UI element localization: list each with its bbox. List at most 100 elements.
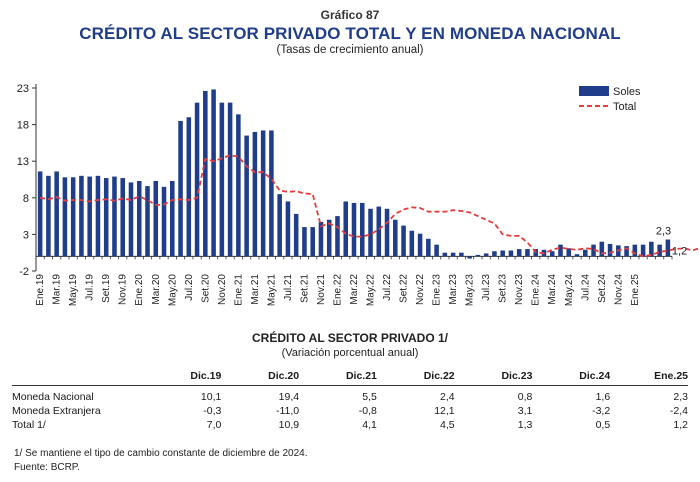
bar-soles [285, 201, 291, 257]
table-header-cell: Dic.19 [190, 370, 222, 382]
table-title: CRÉDITO AL SECTOR PRIVADO 1/ [251, 331, 449, 345]
table-cell: 2,3 [673, 391, 688, 403]
x-tick-label: Jul.23 [481, 274, 492, 301]
x-tick-label: Jul.21 [283, 274, 294, 301]
x-tick-label: Set.20 [200, 274, 211, 303]
bar-soles [649, 241, 654, 257]
y-tick-label: 18 [17, 120, 29, 132]
x-tick-label: Nov.19 [118, 274, 129, 305]
table-subtitle: (Variación porcentual anual) [281, 347, 419, 359]
chart-kicker: Gráfico 87 [320, 8, 380, 22]
x-tick-label: Ene.22 [332, 274, 343, 306]
credit-growth-chart: -2 3 8 13 18 23 Ene.19 Mar.19 May.19 Jul.19 Set.19… [17, 83, 700, 306]
bar-soles [219, 102, 225, 257]
bar-soles [343, 201, 349, 257]
table-header-cell: Dic.24 [579, 370, 611, 382]
table-cell: 7,0 [206, 419, 222, 431]
x-tick-label: Set.21 [299, 274, 310, 303]
x-tick-label: May.19 [68, 274, 79, 306]
bar-soles [103, 178, 109, 257]
x-tick-label: Jul.19 [85, 274, 96, 301]
bar-soles [599, 241, 605, 257]
table-cell: 1,3 [517, 419, 533, 431]
bar-soles [417, 233, 423, 257]
table-cell: 1,2 [673, 419, 688, 431]
bar-soles [475, 254, 481, 257]
x-tick-label: Ene.20 [134, 274, 145, 306]
x-tick-label: Mar.22 [349, 274, 360, 305]
x-tick-label: Ene.23 [432, 274, 443, 306]
x-tick-label: Set.22 [399, 274, 410, 303]
bar-soles [665, 239, 671, 257]
table-cell: 10,1 [200, 391, 222, 403]
x-tick-label: Ene.19 [35, 274, 46, 306]
bar-soles [434, 244, 439, 257]
bar-soles [186, 117, 192, 257]
bar-soles [194, 102, 200, 257]
table-cell: -11,0 [275, 405, 300, 417]
bar-soles [128, 182, 134, 257]
x-tick-label: Nov.21 [316, 274, 327, 305]
x-tick-label: Mar.21 [250, 274, 261, 305]
chart-subtitle: (Tasas de crecimiento anual) [276, 44, 424, 56]
bar-soles [227, 102, 233, 257]
x-tick-label: Ene.24 [531, 274, 542, 306]
table-cell: 1,6 [595, 391, 611, 403]
bar-soles [516, 249, 522, 257]
table-row: Moneda Extranjera -0,3 -11,0 -0,8 12,1 3… [12, 404, 688, 418]
x-tick-label: Nov.24 [613, 274, 624, 305]
bar-soles [640, 244, 646, 257]
bar-soles [145, 186, 150, 257]
table-cell: 2,4 [440, 391, 455, 403]
bar-soles [260, 130, 266, 257]
bar-soles [384, 208, 390, 257]
bar-soles [558, 244, 563, 257]
bar-soles [203, 90, 208, 257]
bar-soles [236, 114, 241, 257]
y-tick-label: -2 [19, 266, 29, 278]
bar-soles [500, 250, 505, 257]
x-tick-label: May.20 [167, 274, 178, 306]
bar-soles [70, 177, 76, 257]
bar-soles [244, 135, 249, 257]
bar-soles [79, 175, 84, 257]
x-tick-label: May.22 [366, 274, 377, 306]
bar-soles [401, 225, 406, 257]
table-row: Total 1/ 7,0 10,9 4,1 4,5 1,3 0,5 1,2 [12, 418, 688, 432]
table-cell: 5,5 [362, 391, 377, 403]
bar-soles [359, 202, 365, 257]
table-cell: 12,1 [434, 405, 455, 417]
row-label: Moneda Extranjera [12, 405, 101, 417]
bar-soles [450, 252, 456, 257]
bar-soles [368, 208, 373, 257]
source-note: Fuente: BCRP. [14, 462, 80, 473]
legend-label-total: Total [613, 101, 636, 113]
bar-soles [426, 238, 431, 257]
table-cell: -0,8 [358, 405, 377, 417]
table-header-cell: Dic.22 [423, 370, 455, 382]
bar-soles [566, 248, 572, 257]
bar-soles [442, 252, 448, 257]
bar-soles [252, 131, 258, 257]
x-tick-label: Nov.20 [217, 274, 228, 305]
bar-soles [269, 130, 274, 257]
x-tick-label: Jul.24 [580, 274, 591, 301]
bar-soles [161, 186, 167, 257]
table-cell: 10,9 [278, 419, 300, 431]
x-tick-label: Set.19 [101, 274, 112, 303]
footnote: 1/ Se mantiene el tipo de cambio constan… [14, 448, 308, 459]
table-cell: 0,5 [595, 419, 611, 431]
chart-title: CRÉDITO AL SECTOR PRIVADO TOTAL Y EN MON… [79, 24, 621, 43]
bar-soles [318, 221, 324, 257]
bar-soles [302, 227, 307, 257]
bar-soles [211, 89, 216, 257]
bar-soles [607, 243, 613, 257]
x-tick-label: Nov.22 [415, 274, 426, 305]
bar-soles [409, 230, 415, 257]
x-tick-label: Ene.25 [630, 274, 641, 306]
x-tick-label: Ene.21 [233, 274, 244, 306]
bar-soles [136, 180, 142, 257]
bar-soles [393, 219, 398, 257]
bar-soles [549, 251, 555, 257]
bar-soles [632, 244, 638, 257]
